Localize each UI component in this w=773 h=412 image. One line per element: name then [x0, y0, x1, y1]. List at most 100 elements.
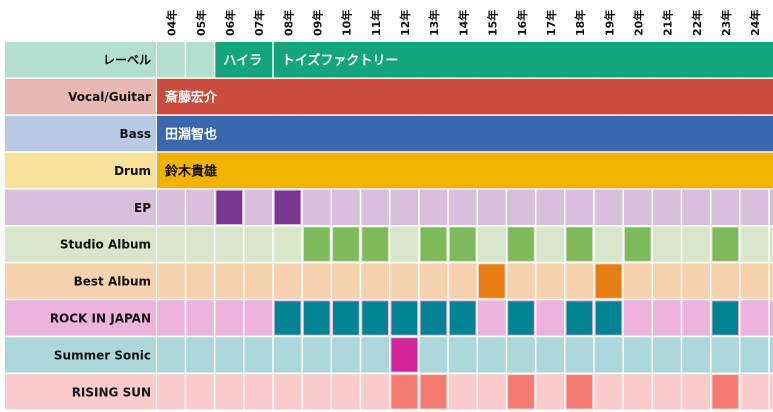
cell-summer-sonic	[215, 337, 244, 373]
cell-best-album	[157, 263, 185, 299]
x-tick-label: 14年	[456, 10, 470, 36]
cell-summer-sonic	[594, 337, 623, 373]
cell-best-album	[711, 263, 740, 299]
mark-rising-sun	[391, 375, 418, 409]
cell-summer-sonic	[740, 337, 769, 373]
cell-ep	[711, 189, 740, 225]
cell-best-album	[332, 263, 360, 299]
cell-rock-in-japan	[477, 300, 506, 336]
cell-rising-sun	[623, 374, 652, 410]
cell-ep	[565, 189, 594, 225]
span-bar-bass	[157, 115, 773, 152]
span-label-drum: 鈴木貴雄	[165, 163, 217, 179]
mark-rock-in-japan	[595, 301, 622, 335]
cell-best-album	[653, 263, 681, 299]
cell-best-album	[740, 263, 769, 299]
cell-rock-in-japan	[682, 300, 710, 336]
x-tick-label: 17年	[544, 10, 558, 36]
x-tick-label: 04年	[165, 10, 179, 36]
x-tick-label: 16年	[515, 10, 529, 36]
mark-studio-album	[624, 227, 651, 261]
span-label-row: トイズファクトリー	[282, 53, 399, 69]
cell-summer-sonic	[507, 337, 535, 373]
cell-best-album	[361, 263, 389, 299]
cell-rock-in-japan	[536, 300, 565, 336]
cell-summer-sonic	[419, 337, 448, 373]
span-label-vocal-guitar: 斎藤宏介	[165, 90, 218, 106]
span-label-row: ハイラ	[223, 54, 262, 69]
row-label-rising-sun: RISING SUN	[72, 385, 151, 399]
span-label-bass: 田淵智也	[165, 127, 217, 143]
mark-studio-album	[420, 227, 447, 261]
cell-rock-in-japan	[157, 300, 185, 336]
mark-studio-album	[449, 227, 476, 261]
mark-studio-album	[508, 227, 534, 261]
mark-studio-album	[333, 227, 359, 261]
mark-ep	[274, 190, 301, 224]
x-tick-label: 12年	[398, 10, 412, 36]
mark-rock-in-japan	[274, 301, 301, 335]
mark-rock-in-japan	[508, 301, 534, 335]
cell-ep	[157, 189, 185, 225]
cell-summer-sonic	[565, 337, 594, 373]
row-label-bg-rising-sun	[5, 374, 156, 410]
cell-summer-sonic	[769, 337, 773, 373]
cell-rock-in-japan	[653, 300, 681, 336]
cell-best-album	[419, 263, 448, 299]
cell-ep	[302, 189, 331, 225]
mark-rising-sun	[508, 375, 534, 409]
x-tick-label: 22年	[690, 10, 704, 36]
cell-summer-sonic	[302, 337, 331, 373]
cell-ep	[186, 189, 214, 225]
cell-rising-sun	[157, 374, 185, 410]
row-label-bg-rock-in-japan	[5, 300, 156, 336]
cell-best-album	[448, 263, 477, 299]
cell-summer-sonic	[273, 337, 302, 373]
row-label-best-album: Best Album	[74, 275, 151, 289]
cell-studio-album	[769, 226, 773, 262]
cell-ep	[682, 189, 710, 225]
cell-best-album	[302, 263, 331, 299]
cell-best-album	[390, 263, 419, 299]
cell-rising-sun	[448, 374, 477, 410]
cell-ep	[477, 189, 506, 225]
row-label-bg-vocal-guitar	[5, 78, 156, 115]
row-label-bg-bass	[5, 115, 156, 152]
cell-best-album	[186, 263, 214, 299]
mark-best-album	[478, 264, 505, 298]
cell-summer-sonic	[536, 337, 565, 373]
cell-best-album	[215, 263, 244, 299]
mark-rock-in-japan	[333, 301, 359, 335]
cell-studio-album	[477, 226, 506, 262]
cell-rock-in-japan	[186, 300, 214, 336]
mark-ep	[216, 190, 243, 224]
cell-summer-sonic	[448, 337, 477, 373]
cell-ep	[507, 189, 535, 225]
span-bar-drum	[157, 152, 773, 189]
cell-rock-in-japan	[215, 300, 244, 336]
cell-rising-sun	[477, 374, 506, 410]
x-tick-label: 18年	[573, 10, 587, 36]
cell-ep	[740, 189, 769, 225]
row-label-bg-best-album	[5, 263, 156, 299]
cell-rising-sun	[361, 374, 389, 410]
mark-rising-sun	[712, 375, 739, 409]
mark-studio-album	[362, 227, 388, 261]
cell-rising-sun	[332, 374, 360, 410]
cell-ep	[594, 189, 623, 225]
cell-rock-in-japan	[769, 300, 773, 336]
cell-studio-album	[244, 226, 273, 262]
mark-best-album	[595, 264, 622, 298]
x-tick-label: 05年	[194, 10, 208, 36]
cell-summer-sonic	[244, 337, 273, 373]
cell-ep	[390, 189, 419, 225]
mark-rock-in-japan	[420, 301, 447, 335]
cell-best-album	[244, 263, 273, 299]
x-tick-label: 23年	[719, 10, 733, 36]
row-label-ep: EP	[134, 201, 151, 215]
row-label-row: レーベル	[103, 53, 151, 67]
cell-rising-sun	[682, 374, 710, 410]
cell-best-album	[565, 263, 594, 299]
cell-studio-album	[653, 226, 681, 262]
cell-best-album	[507, 263, 535, 299]
